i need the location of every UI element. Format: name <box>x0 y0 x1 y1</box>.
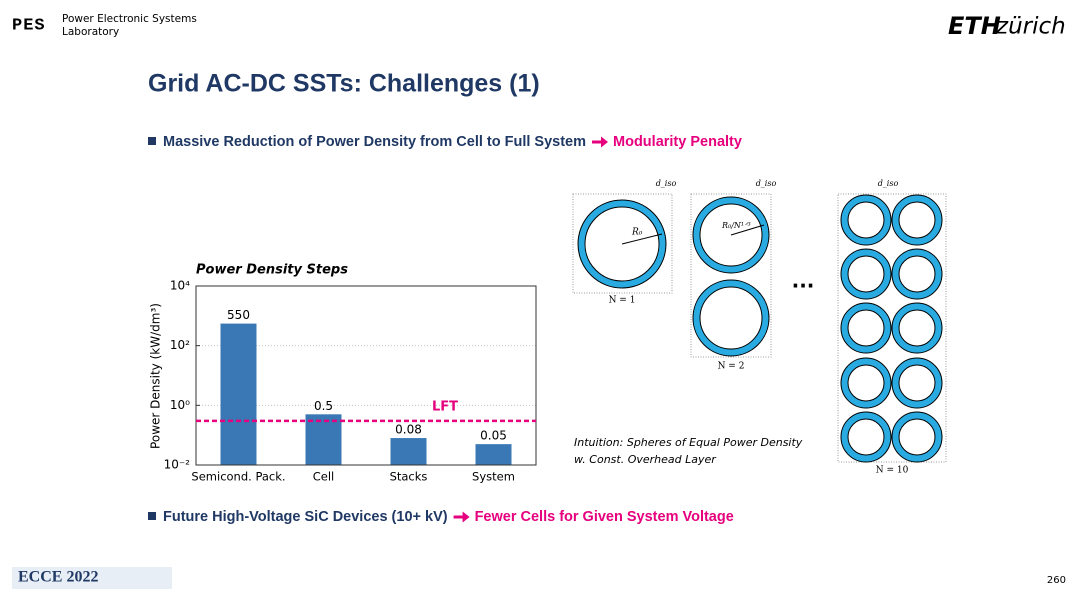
bullet-marker <box>148 137 156 145</box>
sphere-core <box>847 255 885 293</box>
lab-name: Power Electronic Systems <box>62 13 197 25</box>
sphere-core <box>898 418 936 456</box>
iso-label: d_iso <box>878 179 899 188</box>
data-label: 0.05 <box>480 429 507 443</box>
iso-label: d_iso <box>656 179 677 188</box>
conference-logo <box>12 567 172 589</box>
chart-title: Power Density Steps <box>196 263 348 278</box>
case-label: N = 2 <box>718 362 745 372</box>
reference-label: LFT <box>432 399 458 414</box>
bullet-highlight: Modularity Penalty <box>613 134 742 150</box>
bar <box>220 323 257 465</box>
data-label: 0.08 <box>395 423 422 437</box>
sphere-core <box>847 309 885 347</box>
sphere-core <box>847 418 885 456</box>
sphere-core <box>898 255 936 293</box>
bullet-highlight: Fewer Cells for Given System Voltage <box>475 509 734 525</box>
diagram-caption: w. Const. Overhead Layer <box>574 453 717 466</box>
y-tick-label: 10⁻² <box>164 458 191 472</box>
case-box <box>572 193 673 294</box>
sphere-core <box>699 286 763 350</box>
diagram-caption: Intuition: Spheres of Equal Power Densit… <box>574 436 803 449</box>
y-tick-label: 10⁰ <box>170 398 190 412</box>
ellipsis: ... <box>792 269 815 293</box>
plot-frame <box>195 285 537 466</box>
sphere-core <box>898 364 936 402</box>
bullet-text: Massive Reduction of Power Density from … <box>163 134 586 150</box>
slide-title: Grid AC-DC SSTs: Challenges (1) <box>148 70 540 98</box>
bar <box>390 438 427 465</box>
y-axis-label: Power Density (kW/dm³) <box>149 303 163 449</box>
x-tick-label: Stacks <box>390 470 428 484</box>
case-label: N = 10 <box>876 466 909 476</box>
sphere-core <box>898 201 936 239</box>
bar <box>305 414 342 465</box>
bullet-text: Future High-Voltage SiC Devices (10+ kV) <box>163 509 448 525</box>
eth-logo: zürich <box>995 14 1066 40</box>
iso-label: d_iso <box>756 179 777 188</box>
radius-line <box>621 233 663 245</box>
radius-line <box>730 224 765 236</box>
page-number: 260 <box>1047 575 1066 586</box>
lab-name: Laboratory <box>62 26 119 38</box>
data-label: 550 <box>227 308 250 322</box>
x-tick-label: System <box>472 470 515 484</box>
sphere-core <box>898 309 936 347</box>
eth-logo: ETH <box>948 12 1001 40</box>
arrow-icon <box>592 136 609 148</box>
x-tick-label: Semicond. Pack. <box>191 470 285 484</box>
conference-logo-text: ECCE 2022 <box>18 569 98 586</box>
x-tick-label: Cell <box>313 470 335 484</box>
data-label: 0.5 <box>314 399 333 413</box>
sphere-core <box>847 364 885 402</box>
y-tick-label: 10⁴ <box>170 279 190 293</box>
radius-label: R₀ <box>631 228 643 238</box>
y-tick-label: 10² <box>170 338 190 352</box>
sphere-core <box>847 201 885 239</box>
lab-logo: PES <box>12 16 46 35</box>
case-label: N = 1 <box>609 296 636 306</box>
radius-label: R₀/N¹ᐟ³ <box>721 221 751 230</box>
case-box <box>690 193 772 358</box>
arrow-icon <box>453 511 470 523</box>
bar <box>475 444 512 465</box>
bullet-marker <box>148 512 156 520</box>
case-box <box>837 193 947 463</box>
